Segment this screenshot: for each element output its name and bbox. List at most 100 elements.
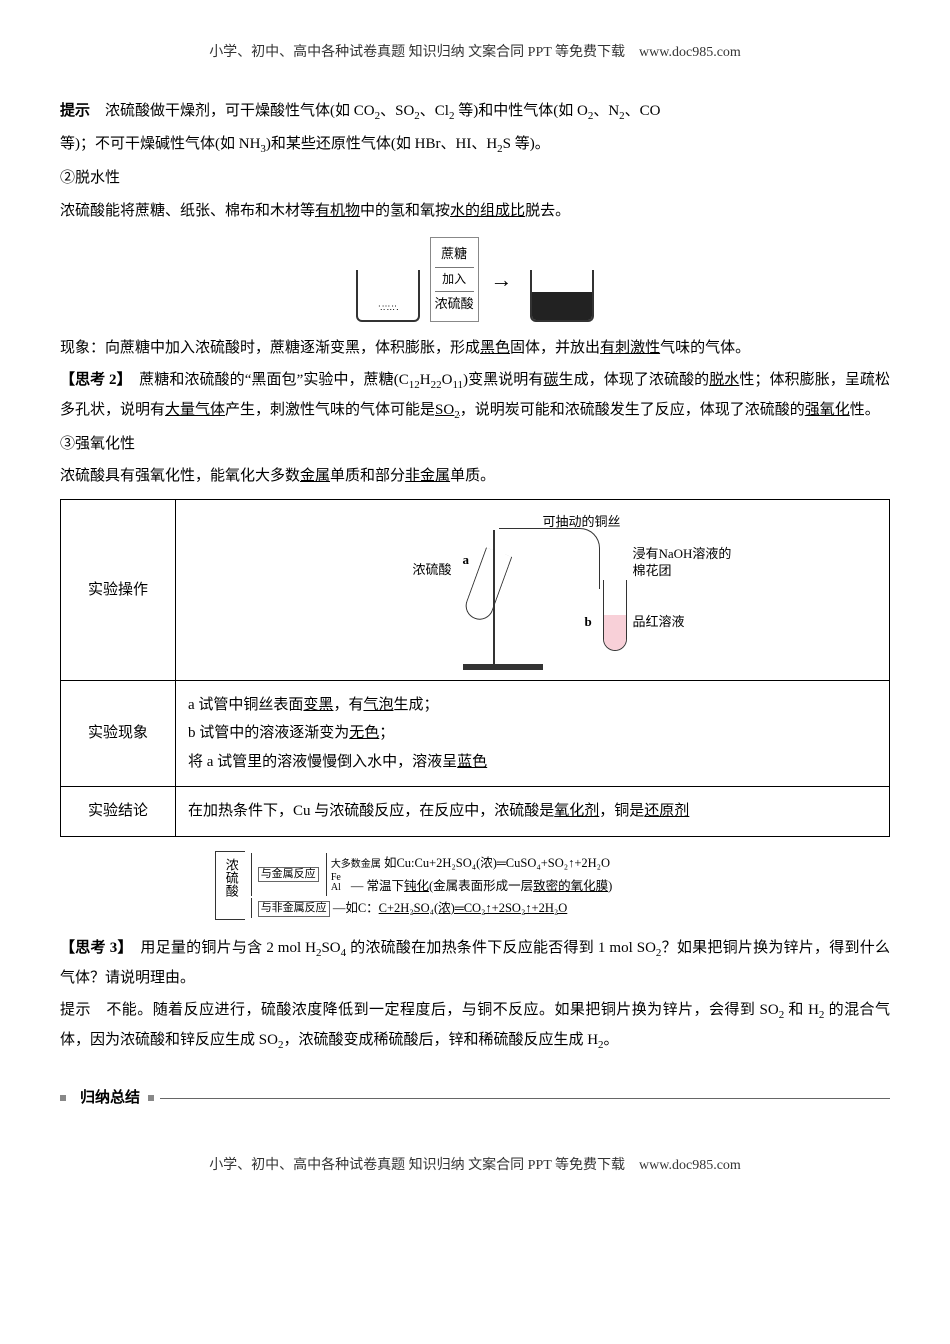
think-3: 【思考 3】 用足量的铜片与含 2 mol H2SO4 的浓硫酸在加热条件下反应…: [60, 934, 890, 992]
t: ，有: [333, 697, 363, 713]
t: H: [420, 372, 431, 388]
hint-paragraph: 提示 浓硫酸做干燥剂，可干燥酸性气体(如 CO2、SO2、Cl2 等)和中性气体…: [60, 97, 890, 127]
table-row: 实验操作 可抽动的铜丝 浓硫酸 a 浸有NaOH溶液的棉花团 b 品红溶液: [61, 499, 890, 680]
line: Fe Al— 常温下钝化(金属表面形成一层致密的氧化膜): [331, 873, 613, 896]
divider: [160, 1098, 890, 1099]
arrow-icon: →: [490, 259, 512, 301]
t: 固体，并放出: [510, 340, 600, 356]
u: 无色: [349, 725, 379, 741]
branch-metal: 与金属反应 大多数金属 如Cu:Cu+2H₂SO₄(浓)═CuSO₄+SO₂↑+…: [251, 853, 735, 896]
tube-b: [603, 580, 627, 651]
lbl-rt: 浸有NaOH溶液的棉花团: [633, 546, 743, 580]
t: 用足量的铜片与含 2 mol H: [125, 940, 316, 956]
t: 、Cl: [420, 103, 449, 119]
u: 还原剂: [644, 803, 689, 819]
table-row: 实验结论 在加热条件下，Cu 与浓硫酸反应，在反应中，浓硫酸是氧化剂，铜是还原剂: [61, 787, 890, 837]
t: 。: [604, 1032, 619, 1048]
t: O: [442, 372, 453, 388]
fig-mid: 加入: [435, 267, 474, 292]
page-header: 小学、初中、高中各种试卷真题 知识归纳 文案合同 PPT 等免费下载 www.d…: [60, 40, 890, 67]
hint-paragraph-2: 等)；不可干燥碱性气体(如 NH3)和某些还原性气体(如 HBr、HI、H2S …: [60, 130, 890, 160]
t: 等)和中性气体(如 O: [454, 103, 587, 119]
lbl-a: a: [463, 548, 470, 573]
page-footer: 小学、初中、高中各种试卷真题 知识归纳 文案合同 PPT 等免费下载 www.d…: [60, 1153, 890, 1180]
think3-label: 【思考 3】: [60, 940, 125, 956]
b1-label: 与金属反应: [258, 867, 319, 882]
t: 生成，体现了浓硫酸的: [559, 372, 710, 388]
stand-base: [463, 664, 543, 670]
u: SO2: [435, 402, 460, 418]
section-2-line: 浓硫酸能将蔗糖、纸张、棉布和木材等有机物中的氢和氧按水的组成比脱去。: [60, 197, 890, 226]
concept-branches: 与金属反应 大多数金属 如Cu:Cu+2H₂SO₄(浓)═CuSO₄+SO₂↑+…: [245, 851, 735, 920]
think-2: 【思考 2】 蔗糖和浓硫酸的“黑面包”实验中，蔗糖(C12H22O11)变黑说明…: [60, 366, 890, 426]
section-3-line: 浓硫酸具有强氧化性，能氧化大多数金属单质和部分非金属单质。: [60, 462, 890, 491]
figure-label-box: 蔗糖 加入 浓硫酸: [430, 237, 479, 321]
u: C+2H₂SO₄(浓)═CO₂↑+2SO₂↑+2H₂O: [379, 901, 568, 915]
bullet-icon: [60, 1095, 66, 1101]
dots: ∵∴∵∴: [362, 300, 414, 317]
t: 大多数金属: [331, 859, 381, 870]
row2-label: 实验现象: [61, 680, 176, 787]
t: 向蔗糖中加入浓硫酸时，蔗糖逐渐变黑，体积膨胀，形成: [105, 340, 480, 356]
summary-heading: 归纳总结: [60, 1084, 890, 1113]
lbl-b: b: [585, 610, 592, 635]
u: 蓝色: [457, 754, 487, 770]
fig-bot: 浓硫酸: [435, 292, 474, 317]
t: ；: [379, 725, 394, 741]
t: (金属表面形成一层: [429, 879, 533, 893]
figure-1: ∵∴∵∴ 蔗糖 加入 浓硫酸 →: [60, 237, 890, 321]
t: 、CO: [625, 103, 661, 119]
hint-text-a: 浓硫酸做干燥剂，可干燥酸性气体(如 CO: [90, 103, 375, 119]
u: 有刺激性: [600, 340, 660, 356]
fig-top: 蔗糖: [435, 242, 474, 267]
t: 浓硫酸具有强氧化性，能氧化大多数: [60, 468, 300, 484]
sub: 22: [431, 379, 442, 391]
row2-content: a 试管中铜丝表面变黑，有气泡生成； b 试管中的溶液逐渐变为无色； 将 a 试…: [176, 680, 890, 787]
sub: 11: [452, 379, 463, 391]
concept-root: 浓硫酸: [215, 851, 245, 920]
answer: 提示 不能。随着反应进行，硫酸浓度降低到一定程度后，与铜不反应。如果把铜片换为锌…: [60, 996, 890, 1056]
think2-label: 【思考 2】: [60, 372, 124, 388]
t: 单质。: [450, 468, 495, 484]
t: 性。: [850, 402, 880, 418]
liquid: [604, 615, 626, 650]
t: 如Cu:Cu+2H₂SO₄(浓)═CuSO₄+SO₂↑+2H₂O: [384, 856, 610, 870]
section-3-title: ③强氧化性: [60, 430, 890, 459]
u: 变黑: [303, 697, 333, 713]
concept-map: 浓硫酸 与金属反应 大多数金属 如Cu:Cu+2H₂SO₄(浓)═CuSO₄+S…: [215, 851, 735, 920]
t: Fe Al: [331, 873, 351, 893]
u: 非金属: [405, 468, 450, 484]
t: 常温下: [366, 879, 404, 893]
tube-connector: [499, 528, 600, 589]
row1-label: 实验操作: [61, 499, 176, 680]
lbl-left: 浓硫酸: [413, 558, 452, 583]
t: 和 H: [784, 1002, 819, 1018]
t: b 试管中的溶液逐渐变为: [188, 725, 349, 741]
u: 致密的氧化膜: [533, 879, 608, 893]
u: 碳: [543, 372, 558, 388]
t: 如C：: [345, 901, 378, 915]
beaker-right: [530, 270, 594, 322]
section-2-title: ②脱水性: [60, 164, 890, 193]
u: 脱水: [709, 372, 739, 388]
row3-content: 在加热条件下，Cu 与浓硫酸反应，在反应中，浓硫酸是氧化剂，铜是还原剂: [176, 787, 890, 837]
t: 气味的气体。: [660, 340, 750, 356]
t: 、N: [593, 103, 619, 119]
t: ，铜是: [599, 803, 644, 819]
black-solid: [532, 292, 592, 320]
phenomenon: 现象：向蔗糖中加入浓硫酸时，蔗糖逐渐变黑，体积膨胀，形成黑色固体，并放出有刺激性…: [60, 334, 890, 363]
hint-label: 提示: [60, 103, 90, 119]
line: b 试管中的溶液逐渐变为无色；: [188, 719, 877, 748]
apparatus-diagram: 可抽动的铜丝 浓硫酸 a 浸有NaOH溶液的棉花团 b 品红溶液: [313, 510, 753, 670]
t: ，说明炭可能和浓硫酸发生了反应，体现了浓硫酸的: [460, 402, 805, 418]
t: ，浓硫酸变成稀硫酸后，锌和稀硫酸反应生成 H: [283, 1032, 598, 1048]
line: 将 a 试管里的溶液慢慢倒入水中，溶液呈蓝色: [188, 748, 877, 777]
line: a 试管中铜丝表面变黑，有气泡生成；: [188, 691, 877, 720]
t: ): [608, 879, 612, 893]
t: 不能。随着反应进行，硫酸浓度降低到一定程度后，与铜不反应。如果把铜片换为锌片，会…: [91, 1002, 779, 1018]
t: 、SO: [380, 103, 414, 119]
t: )变黑说明有: [463, 372, 543, 388]
t: 的浓硫酸在加热条件下反应能否得到 1 mol SO: [346, 940, 656, 956]
t: 生成；: [393, 697, 438, 713]
row3-label: 实验结论: [61, 787, 176, 837]
